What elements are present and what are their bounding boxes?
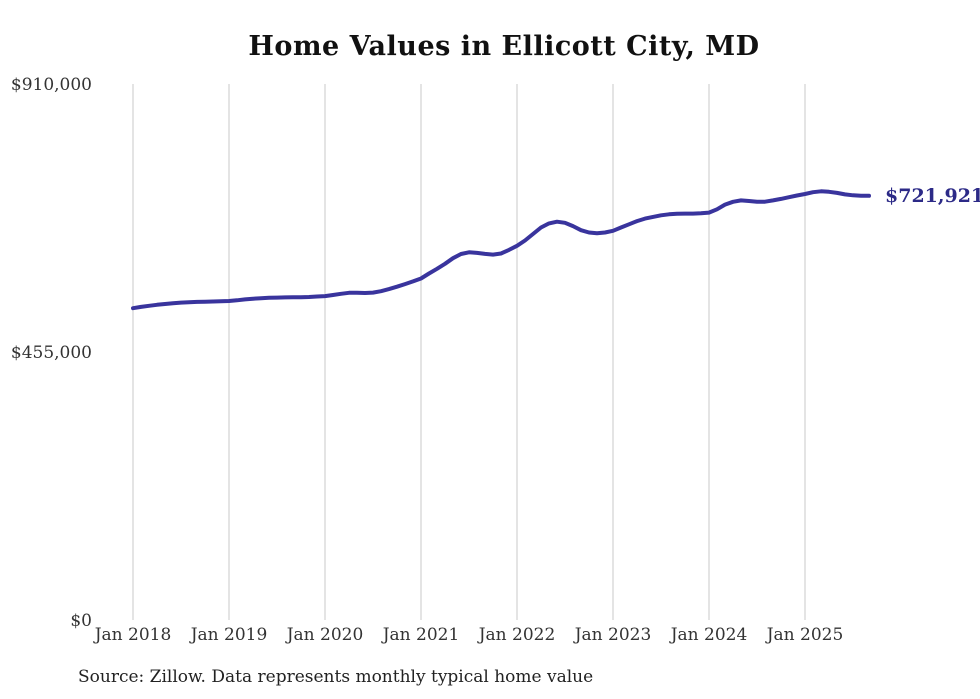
x-tick-label: Jan 2023	[574, 625, 652, 645]
x-tick-label: Jan 2021	[382, 625, 460, 645]
y-tick-label: $0	[70, 611, 92, 631]
vertical-gridlines	[132, 84, 806, 620]
x-tick-label: Jan 2020	[286, 625, 364, 645]
home-value-line-series	[131, 189, 871, 311]
x-tick-label: Jan 2022	[478, 625, 556, 645]
x-tick-label: Jan 2025	[766, 625, 844, 645]
source-note: Source: Zillow. Data represents monthly …	[78, 667, 594, 687]
chart-title: Home Values in Ellicott City, MD	[248, 31, 760, 62]
x-tick-label: Jan 2019	[190, 625, 268, 645]
x-tick-label: Jan 2024	[670, 625, 748, 645]
latest-value-label: $721,921	[885, 184, 980, 207]
y-tick-label: $455,000	[10, 343, 92, 363]
y-tick-label: $910,000	[10, 75, 92, 95]
x-tick-label: Jan 2018	[94, 625, 172, 645]
